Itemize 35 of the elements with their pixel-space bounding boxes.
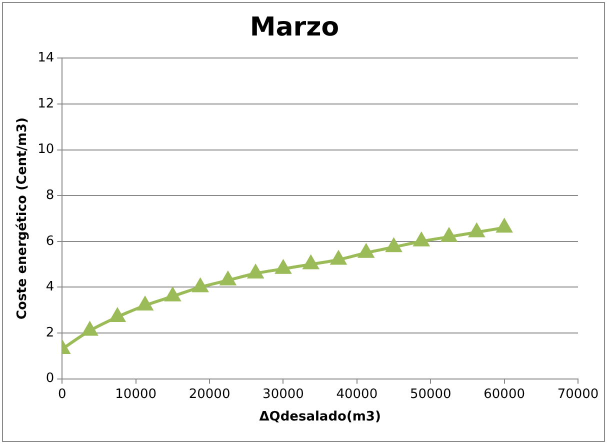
x-tick-label: 40000 — [336, 386, 378, 402]
x-tick-label: 20000 — [188, 386, 230, 402]
y-tick-label: 0 — [46, 371, 54, 386]
point — [276, 260, 291, 274]
y-axis-title: Coste energético (Cent/m3) — [15, 117, 30, 320]
x-tick-label: 70000 — [557, 386, 599, 402]
point — [469, 224, 484, 238]
x-tick-label: 50000 — [410, 386, 452, 402]
x-tick-label: 0 — [58, 386, 66, 402]
point — [220, 272, 236, 286]
point — [386, 238, 402, 252]
point — [496, 219, 512, 233]
y-tick-label: 10 — [38, 142, 54, 158]
point — [82, 322, 98, 336]
point — [414, 232, 429, 246]
x-tick-label: 10000 — [115, 386, 157, 402]
y-tick-label: 8 — [46, 188, 54, 203]
x-tick-label: 30000 — [262, 386, 304, 402]
point — [110, 308, 125, 322]
point — [441, 228, 457, 242]
y-tick-label: 12 — [38, 96, 54, 112]
point — [137, 297, 153, 311]
point — [303, 256, 318, 270]
y-tick-label: 6 — [46, 234, 54, 249]
point — [165, 288, 180, 302]
chart-title: Marzo — [250, 12, 340, 42]
point — [192, 278, 208, 292]
y-tick-label: 4 — [46, 280, 54, 295]
point — [358, 244, 374, 258]
point — [248, 264, 264, 278]
x-axis-title: ΔQdesalado(m3) — [259, 410, 381, 425]
y-tick-label: 2 — [46, 325, 54, 340]
x-tick-label: 60000 — [484, 386, 525, 402]
point — [330, 251, 346, 265]
y-tick-label: 14 — [38, 50, 54, 66]
